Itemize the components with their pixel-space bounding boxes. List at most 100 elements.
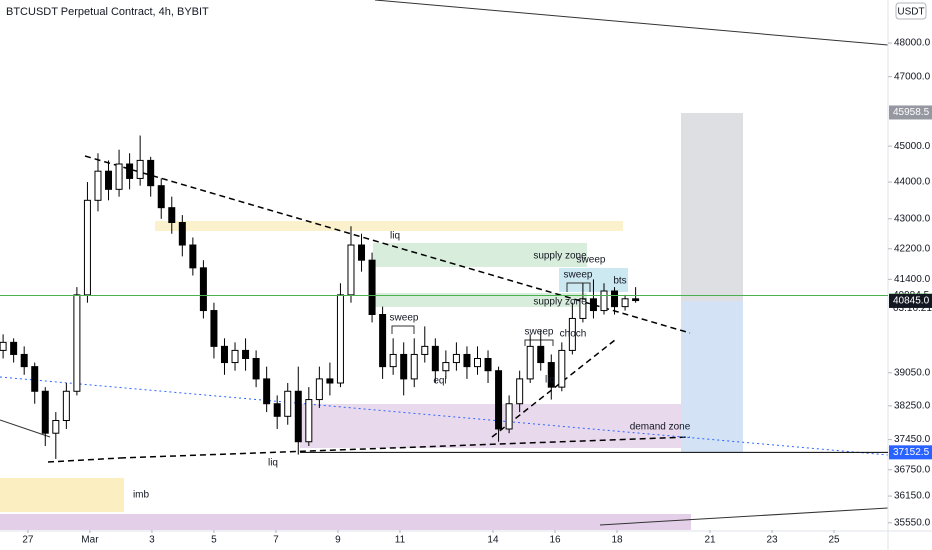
annotation: sweep [525, 327, 554, 338]
trendline [0, 419, 51, 438]
candle-body [0, 341, 7, 351]
candle-body [157, 185, 165, 209]
candle-body [336, 294, 344, 384]
price-label: 40845.0 [893, 296, 930, 307]
x-tick-label: 11 [395, 535, 406, 546]
candle-body [347, 244, 355, 296]
y-tick-label: 36150.0 [894, 491, 931, 502]
y-tick-label: 35550.0 [894, 517, 931, 528]
candle-body [126, 163, 134, 179]
annotation: liq [268, 458, 278, 469]
candle-body [263, 378, 271, 405]
x-tick-label: 18 [611, 535, 623, 546]
candle-body [52, 420, 60, 434]
price-label: 37152.5 [893, 447, 930, 458]
candle-body [410, 353, 418, 380]
candle-body [326, 378, 334, 384]
zone [0, 514, 691, 530]
annotation: supply zone [533, 297, 587, 308]
candle-body [589, 298, 597, 312]
candle-body [579, 298, 587, 319]
annotation: eqi [433, 376, 446, 387]
candle-body [537, 345, 545, 364]
candle-body [147, 159, 155, 187]
candle-body [505, 403, 513, 430]
candle-body [41, 390, 49, 434]
x-tick-label: 7 [273, 535, 279, 546]
y-tick-label: 44000.0 [894, 177, 931, 188]
candle-body [305, 399, 313, 443]
candle-body [20, 353, 28, 368]
candle-body [368, 259, 376, 315]
candle-body [431, 345, 439, 372]
x-tick-label: 9 [335, 535, 341, 546]
trendline [0, 376, 889, 456]
currency: USDT [897, 7, 924, 18]
candle-body [495, 370, 503, 430]
position-target [681, 301, 743, 452]
annotation: bts [613, 276, 626, 287]
currency-box[interactable] [895, 2, 927, 20]
candle-body [252, 357, 260, 380]
candle-body [178, 222, 186, 246]
candle-body [136, 159, 144, 179]
y-tick-label: 45000.0 [894, 141, 931, 152]
y-tick-label: 36750.0 [894, 464, 931, 475]
y-tick-label: 37450.0 [894, 434, 931, 445]
candle-body [358, 244, 366, 261]
x-tick-label: 14 [487, 535, 499, 546]
y-tick-label: 42200.0 [894, 243, 931, 254]
y-tick-label: 41400.0 [894, 274, 931, 285]
candle-body [31, 366, 39, 392]
candle-body [611, 290, 619, 308]
candle-body [442, 362, 450, 372]
candle-body [400, 353, 408, 380]
y-tick-label: 48000.0 [894, 38, 931, 49]
candle-body [621, 298, 629, 308]
candle-body [115, 163, 123, 190]
x-tick-label: Mar [81, 535, 99, 546]
zone [0, 478, 124, 512]
candle-body [189, 244, 197, 269]
drawings [0, 0, 889, 530]
candle-body [83, 199, 91, 296]
x-tick-label: 23 [766, 535, 778, 546]
candle-body [473, 357, 481, 368]
candle-body [516, 378, 524, 405]
annotation: demand zone [630, 422, 691, 433]
candle-body [315, 378, 323, 401]
annotation: liq [545, 375, 555, 386]
candle-body [199, 267, 207, 312]
x-tick-label: 21 [704, 535, 716, 546]
annotation: supply zone [533, 251, 587, 262]
candle-body [526, 345, 534, 380]
bracket [391, 325, 415, 334]
trendline [47, 457, 121, 463]
annotation: liq [390, 231, 400, 242]
countdown: 03:16:21 [893, 303, 932, 314]
candle-body [294, 390, 302, 443]
y-tick-label: 47000.0 [894, 71, 931, 82]
candle-body [547, 362, 555, 388]
zone [155, 221, 623, 231]
x-tick-label: 16 [549, 535, 561, 546]
y-tick-label: 39050.0 [894, 367, 931, 378]
candle-body [558, 349, 566, 388]
x-tick-label: 3 [149, 535, 155, 546]
candle-body [421, 345, 429, 355]
candle-body [105, 170, 113, 190]
trendline [119, 436, 691, 459]
candle-body [484, 357, 492, 372]
annotation: sweep [577, 255, 606, 266]
price-label: 45958.5 [893, 107, 930, 118]
candle-body [463, 353, 471, 368]
candle-body [389, 353, 397, 368]
trendline [599, 507, 889, 526]
annotation: sweep [564, 270, 593, 281]
candle-body [568, 317, 576, 351]
price-label-box [889, 293, 932, 308]
zone [373, 293, 587, 307]
bracket [566, 282, 591, 292]
